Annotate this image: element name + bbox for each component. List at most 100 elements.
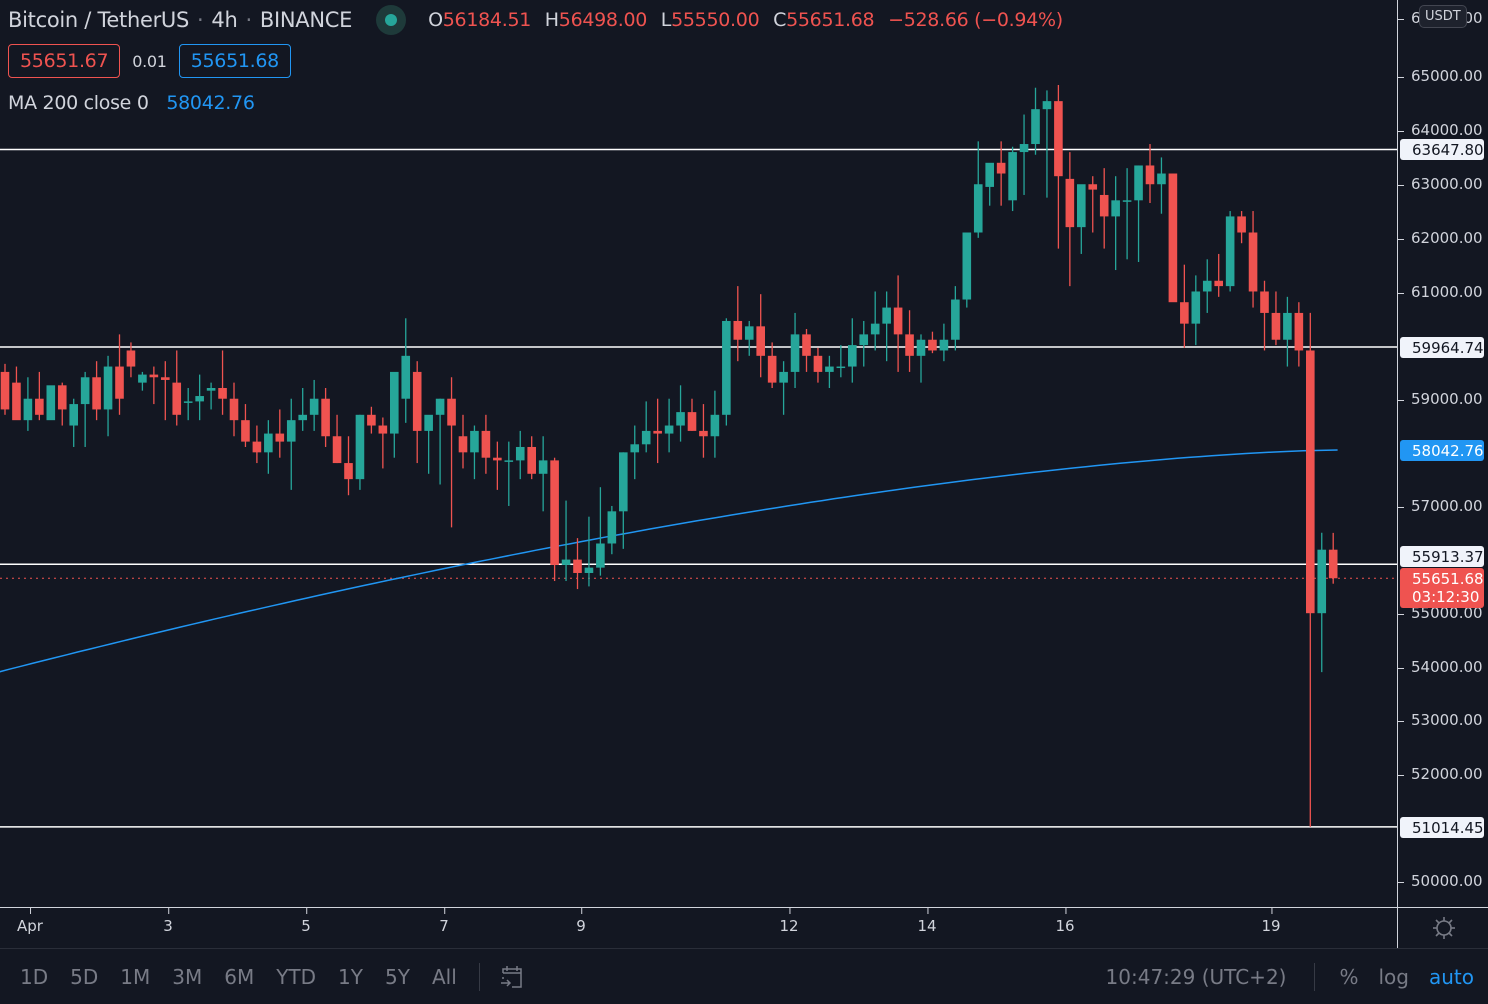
candle-body (35, 398, 44, 415)
candle-body (733, 320, 743, 340)
time-tick: 14 (917, 908, 937, 935)
range-1y[interactable]: 1Y (338, 964, 363, 989)
candle-body (195, 396, 204, 402)
candle-body (939, 339, 949, 351)
log-scale-toggle[interactable]: log (1378, 964, 1409, 989)
candle-body (206, 387, 216, 391)
range-5y[interactable]: 5Y (385, 964, 410, 989)
candle-body (80, 377, 90, 405)
price-axis[interactable]: 66000.00 USDT 65000.00 64000.00 63000.00… (1397, 0, 1488, 907)
candle-body (1065, 178, 1075, 228)
scale-controls: 10:47:29 (UTC+2) % log auto (1106, 949, 1488, 1004)
price-tick: 65000.00 (1398, 67, 1483, 85)
candle-body (1157, 173, 1166, 185)
range-1m[interactable]: 1M (120, 964, 151, 989)
range-5d[interactable]: 5D (70, 964, 99, 989)
change-value: −528.66 (−0.94%) (888, 9, 1063, 31)
candle-body (424, 414, 433, 431)
candle-body (699, 430, 708, 437)
ma-200-line[interactable] (0, 449, 1338, 673)
chart-pane[interactable]: Bitcoin / TetherUS · 4h · BINANCE O56184… (0, 0, 1397, 907)
candle-body (1271, 312, 1281, 340)
candle-body (722, 320, 731, 415)
candle-body (378, 425, 388, 434)
candle-body (229, 398, 239, 421)
candle-body (57, 385, 67, 410)
candle-body (928, 339, 937, 351)
candle-body (183, 401, 193, 403)
candle-body (447, 398, 456, 426)
candle-body (561, 559, 571, 565)
candle-body (1122, 200, 1132, 202)
divider (1314, 962, 1316, 991)
candle-body (859, 334, 869, 346)
time-axis[interactable]: Apr 3 5 7 9 12 14 16 19 (0, 907, 1397, 948)
ma-value: 58042.76 (166, 92, 255, 114)
chart-settings-button[interactable] (1397, 907, 1488, 948)
candle-body (126, 350, 136, 367)
candle-body (1248, 232, 1258, 292)
range-6m[interactable]: 6M (224, 964, 255, 989)
candle-body (367, 414, 376, 426)
price-tick: 55000.00 (1398, 604, 1483, 622)
ma-indicator-legend[interactable]: MA 200 close 0 58042.76 (8, 92, 1071, 114)
date-range-selector: 1D 5D 1M 3M 6M YTD 1Y 5Y All (20, 965, 479, 989)
candle-body (802, 334, 811, 356)
candle-body (779, 371, 788, 383)
hline-label-support-2: 51014.45 (1400, 817, 1484, 838)
divider (478, 962, 480, 991)
candle-body (870, 323, 880, 335)
candle-body (641, 430, 651, 445)
candle-body (286, 420, 296, 442)
candle-body (172, 382, 182, 415)
time-tick: 5 (301, 908, 311, 935)
candlestick-chart[interactable] (0, 0, 1397, 907)
range-1d[interactable]: 1D (20, 964, 49, 989)
candle-body (264, 433, 273, 453)
candle-body (1317, 549, 1327, 614)
buy-button[interactable]: 55651.68 (178, 44, 291, 78)
candle-body (1111, 200, 1120, 217)
candle-body (0, 371, 10, 410)
candle-body (848, 345, 857, 367)
candle-body (607, 511, 617, 544)
candle-body (241, 420, 250, 442)
candle-body (1180, 302, 1189, 324)
time-tick: 9 (576, 908, 586, 935)
sell-button[interactable]: 55651.67 (8, 44, 121, 78)
candle-body (46, 385, 56, 421)
hline-label-resistance-1: 63647.80 (1400, 139, 1484, 160)
market-status-icon[interactable] (376, 5, 407, 35)
candle-body (1077, 184, 1086, 228)
candle-body (401, 355, 411, 399)
candle-body (115, 366, 124, 399)
candle-body (390, 371, 399, 434)
candle-body (149, 374, 159, 378)
candle-body (1306, 350, 1315, 614)
chart-legend: Bitcoin / TetherUS · 4h · BINANCE O56184… (8, 5, 1071, 114)
candle-body (905, 334, 914, 356)
candle-body (882, 307, 891, 324)
range-3m[interactable]: 3M (172, 964, 203, 989)
candle-body (1168, 173, 1178, 303)
candle-body (1283, 312, 1292, 340)
candle-body (1260, 291, 1269, 313)
candle-body (550, 460, 559, 565)
clock-timezone[interactable]: 10:47:29 (UTC+2) (1105, 964, 1287, 989)
candle-body (973, 184, 983, 233)
high-value: 56498.00 (558, 9, 648, 31)
range-ytd[interactable]: YTD (276, 964, 317, 989)
range-all[interactable]: All (431, 964, 457, 989)
interval-label[interactable]: 4h (211, 8, 238, 32)
percent-scale-toggle[interactable]: % (1339, 964, 1359, 989)
candle-body (825, 366, 834, 372)
candle-body (630, 444, 640, 453)
candle-body (92, 377, 101, 410)
currency-button[interactable]: USDT (1419, 5, 1467, 28)
price-tick: 62000.00 (1398, 229, 1483, 247)
goto-date-button[interactable] (498, 963, 526, 991)
auto-scale-toggle[interactable]: auto (1428, 964, 1474, 989)
symbol-name[interactable]: Bitcoin / TetherUS (8, 8, 190, 32)
candle-body (321, 398, 330, 437)
price-tick: 61000.00 (1398, 283, 1483, 301)
